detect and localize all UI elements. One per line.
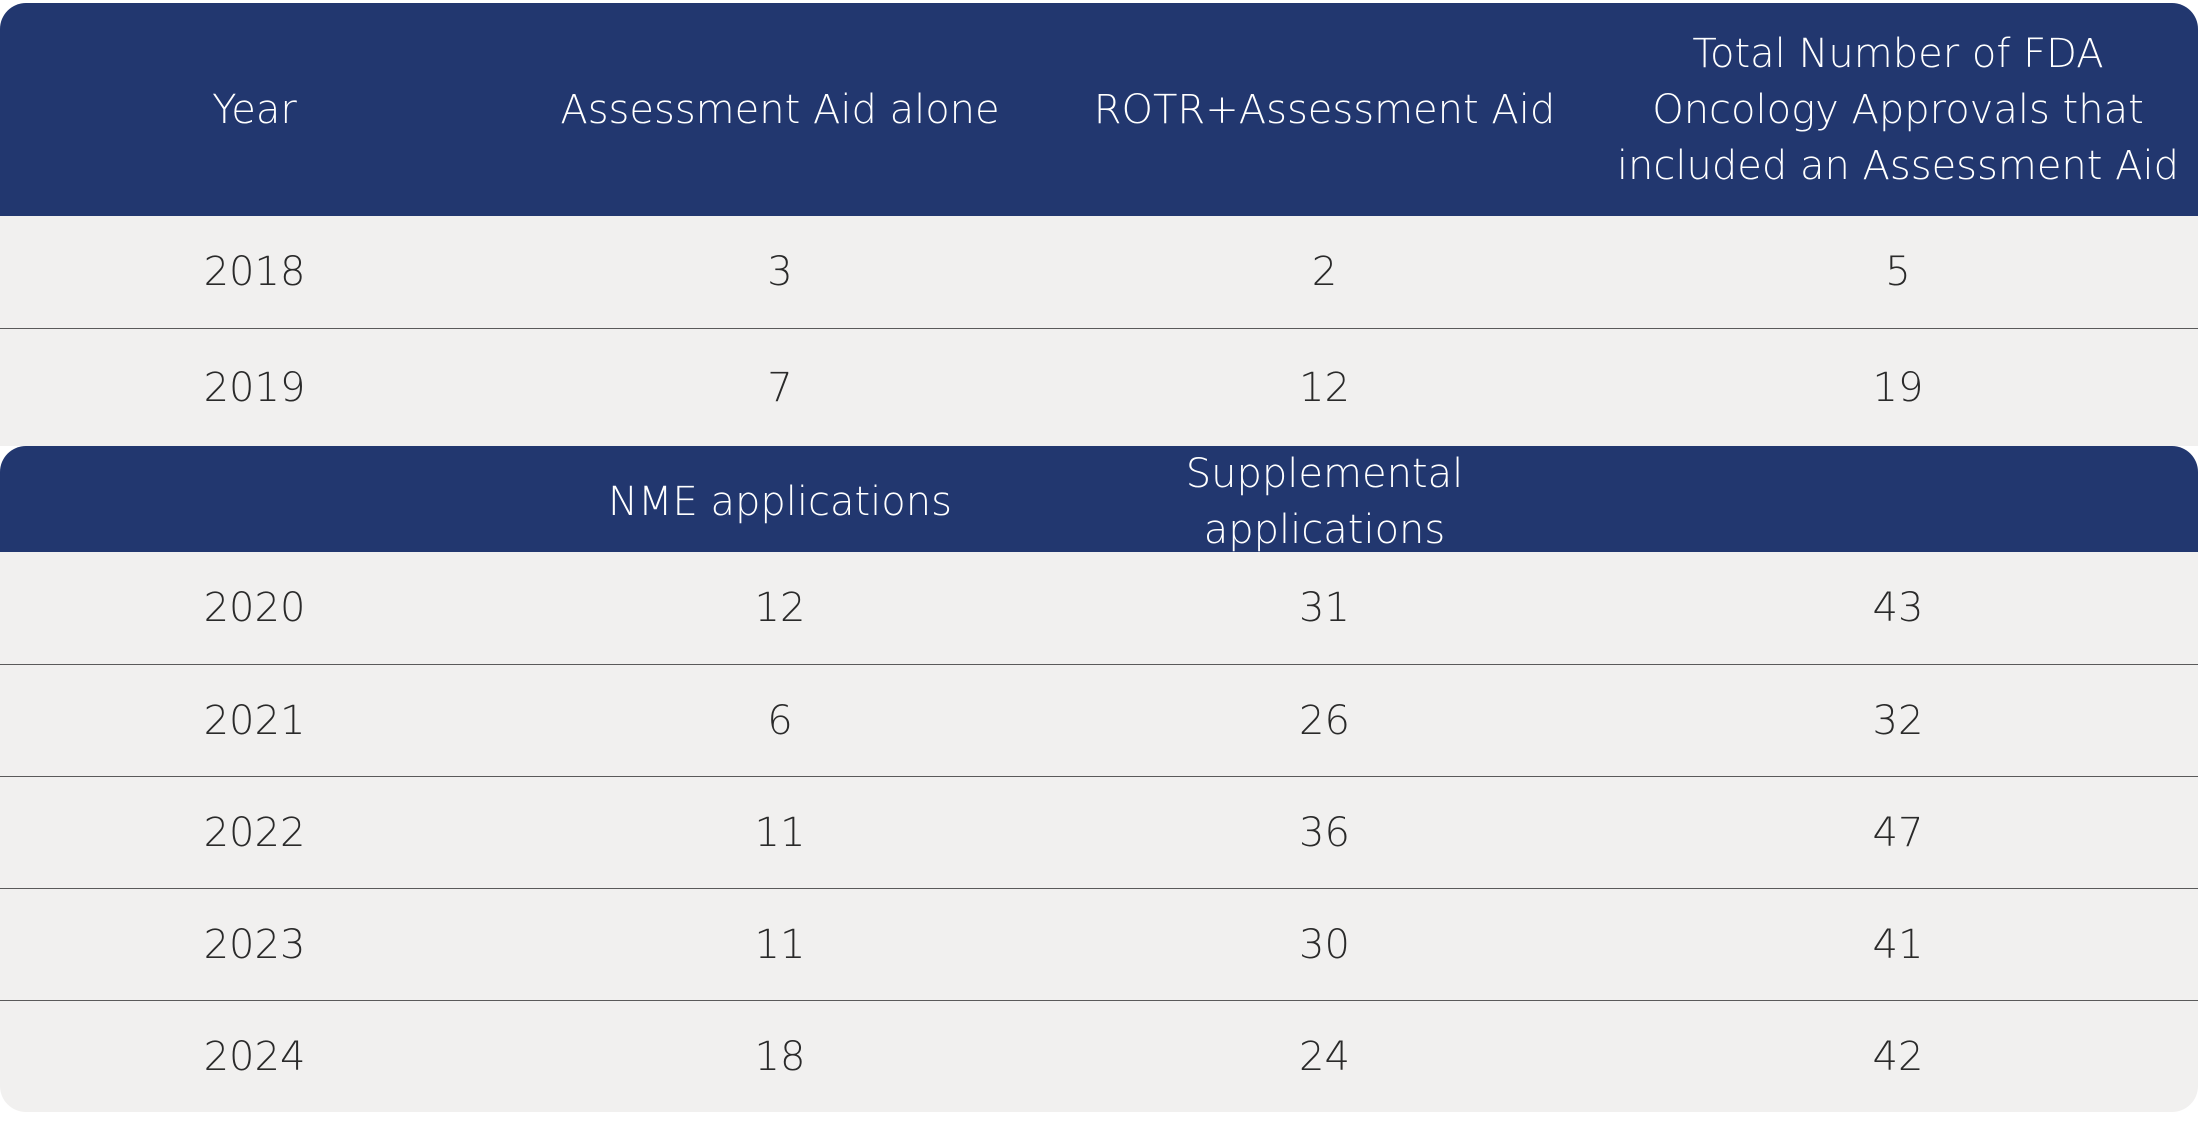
count-cell: 7 xyxy=(767,364,793,411)
count-cell: 42 xyxy=(1872,1033,1924,1080)
table-row: 2019 7 12 19 xyxy=(0,328,2198,446)
header-cell: ROTR+Assessment Aid xyxy=(1093,86,1556,133)
count-cell: 47 xyxy=(1872,809,1924,856)
subheader-row: NME applications Supplemental application… xyxy=(0,446,2198,553)
year-cell: 2021 xyxy=(203,697,306,744)
count-cell: 11 xyxy=(754,809,806,856)
year-cell: 2018 xyxy=(203,249,306,295)
header-row: Year Assessment Aid alone ROTR+Assessment … xyxy=(0,3,2198,216)
year-cell: 2023 xyxy=(203,921,306,968)
table-row: 2021 6 26 32 xyxy=(0,664,2198,776)
count-cell: 24 xyxy=(1299,1033,1350,1080)
header-cell: Assessment Aid alone xyxy=(560,86,1000,133)
table-row: 2023 11 30 41 xyxy=(0,888,2198,1000)
approvals-table: Year Assessment Aid alone ROTR+Assessment … xyxy=(0,3,2198,1112)
empty-cell xyxy=(0,446,509,558)
count-cell: 5 xyxy=(1885,249,1911,295)
table-row: 2020 12 31 43 xyxy=(0,552,2198,664)
header-cell: Year xyxy=(212,86,297,133)
year-cell: 2020 xyxy=(203,585,306,631)
year-cell: 2022 xyxy=(203,809,306,856)
subheader-cell: NME applications xyxy=(608,479,952,525)
year-cell: 2019 xyxy=(203,364,306,411)
table-row: 2022 11 36 47 xyxy=(0,776,2198,888)
count-cell: 12 xyxy=(1299,364,1350,411)
count-cell: 30 xyxy=(1299,921,1350,968)
empty-cell xyxy=(1598,446,2198,558)
count-cell: 6 xyxy=(767,697,793,744)
subheader-cell: Supplemental applications xyxy=(1185,451,1464,553)
count-cell: 43 xyxy=(1872,585,1924,631)
count-cell: 31 xyxy=(1299,585,1350,631)
count-cell: 41 xyxy=(1872,921,1924,968)
count-cell: 19 xyxy=(1872,364,1924,411)
count-cell: 18 xyxy=(754,1033,806,1080)
count-cell: 26 xyxy=(1299,697,1350,744)
year-cell: 2024 xyxy=(203,1033,306,1080)
count-cell: 36 xyxy=(1299,809,1350,856)
count-cell: 11 xyxy=(754,921,806,968)
header-cell: Total Number of FDA Oncology Approvals t… xyxy=(1616,30,2180,189)
count-cell: 3 xyxy=(767,249,793,295)
count-cell: 2 xyxy=(1311,249,1338,295)
count-cell: 32 xyxy=(1872,697,1924,744)
count-cell: 12 xyxy=(754,585,806,631)
table-row: 2018 3 2 5 xyxy=(0,216,2198,328)
table-row: 2024 18 24 42 xyxy=(0,1000,2198,1112)
